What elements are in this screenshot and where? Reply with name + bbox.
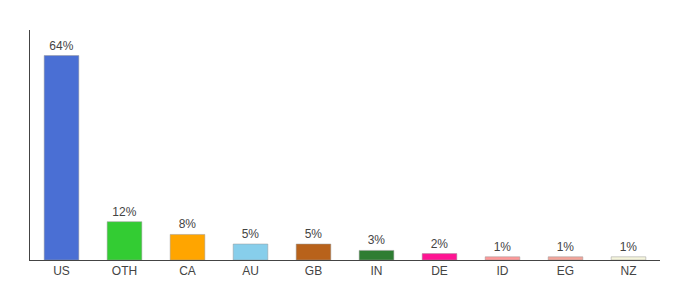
svg-text:CA: CA — [179, 264, 196, 278]
svg-text:GB: GB — [305, 264, 322, 278]
svg-text:NZ: NZ — [621, 264, 637, 278]
svg-text:IN: IN — [371, 264, 383, 278]
svg-text:US: US — [53, 264, 70, 278]
svg-text:ID: ID — [497, 264, 509, 278]
svg-text:2%: 2% — [431, 237, 449, 251]
svg-text:8%: 8% — [179, 217, 197, 231]
svg-text:OTH: OTH — [112, 264, 137, 278]
svg-text:1%: 1% — [557, 240, 575, 254]
svg-text:5%: 5% — [242, 227, 260, 241]
svg-text:DE: DE — [431, 264, 448, 278]
svg-text:1%: 1% — [494, 240, 512, 254]
svg-text:3%: 3% — [368, 233, 386, 247]
svg-text:12%: 12% — [112, 205, 136, 219]
svg-text:64%: 64% — [49, 39, 73, 53]
svg-text:1%: 1% — [620, 240, 638, 254]
svg-text:5%: 5% — [305, 227, 323, 241]
svg-text:EG: EG — [557, 264, 574, 278]
svg-text:AU: AU — [242, 264, 259, 278]
